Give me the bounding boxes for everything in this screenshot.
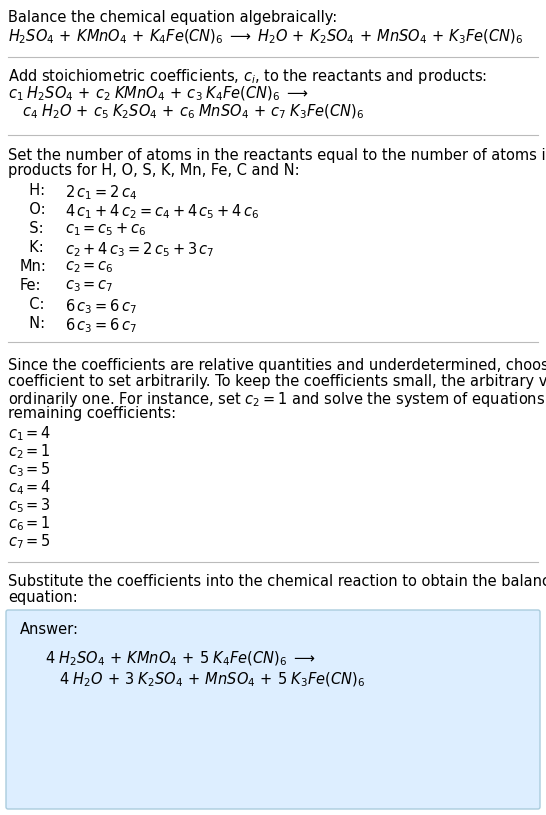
Text: C:: C: xyxy=(20,297,45,312)
FancyBboxPatch shape xyxy=(6,610,540,809)
Text: K:: K: xyxy=(20,240,44,255)
Text: $c_1 = 4$: $c_1 = 4$ xyxy=(8,424,51,443)
Text: Fe:: Fe: xyxy=(20,278,41,293)
Text: Answer:: Answer: xyxy=(20,622,79,637)
Text: $c_1 = c_5 + c_6$: $c_1 = c_5 + c_6$ xyxy=(65,221,147,238)
Text: $c_1$$\;$$\mathit{H}_2\mathit{SO}_4$$\,+\,$$c_2$$\;$$\mathit{KMnO}_4$$\,+\,$$c_3: $c_1$$\;$$\mathit{H}_2\mathit{SO}_4$$\,+… xyxy=(8,85,308,104)
Text: O:: O: xyxy=(20,202,46,217)
Text: coefficient to set arbitrarily. To keep the coefficients small, the arbitrary va: coefficient to set arbitrarily. To keep … xyxy=(8,374,546,389)
Text: $c_3 = 5$: $c_3 = 5$ xyxy=(8,460,51,478)
Text: $c_2 = c_6$: $c_2 = c_6$ xyxy=(65,259,114,275)
Text: Balance the chemical equation algebraically:: Balance the chemical equation algebraica… xyxy=(8,10,337,25)
Text: $6\,c_3 = 6\,c_7$: $6\,c_3 = 6\,c_7$ xyxy=(65,316,137,335)
Text: $4\;$$\mathit{H}_2\mathit{SO}_4$$\,+\,$$\mathit{KMnO}_4$$\,+\,$$5\;$$\mathit{K}_: $4\;$$\mathit{H}_2\mathit{SO}_4$$\,+\,$$… xyxy=(45,650,315,668)
Text: ordinarily one. For instance, set $c_2 = 1$ and solve the system of equations fo: ordinarily one. For instance, set $c_2 =… xyxy=(8,390,546,409)
Text: $\quad 4\;$$\mathit{H}_2\mathit{O}$$\,+\,$$3\;$$\mathit{K}_2\mathit{SO}_4$$\,+\,: $\quad 4\;$$\mathit{H}_2\mathit{O}$$\,+\… xyxy=(45,671,365,689)
Text: $c_5 = 3$: $c_5 = 3$ xyxy=(8,496,51,515)
Text: $4\,c_1 + 4\,c_2 = c_4 + 4\,c_5 + 4\,c_6$: $4\,c_1 + 4\,c_2 = c_4 + 4\,c_5 + 4\,c_6… xyxy=(65,202,259,221)
Text: products for H, O, S, K, Mn, Fe, C and N:: products for H, O, S, K, Mn, Fe, C and N… xyxy=(8,163,300,178)
Text: $c_2 + 4\,c_3 = 2\,c_5 + 3\,c_7$: $c_2 + 4\,c_3 = 2\,c_5 + 3\,c_7$ xyxy=(65,240,215,258)
Text: $2\,c_1 = 2\,c_4$: $2\,c_1 = 2\,c_4$ xyxy=(65,183,137,201)
Text: $c_6 = 1$: $c_6 = 1$ xyxy=(8,514,51,533)
Text: Add stoichiometric coefficients, $c_i$, to the reactants and products:: Add stoichiometric coefficients, $c_i$, … xyxy=(8,67,487,86)
Text: $c_2 = 1$: $c_2 = 1$ xyxy=(8,442,51,460)
Text: Substitute the coefficients into the chemical reaction to obtain the balanced: Substitute the coefficients into the che… xyxy=(8,574,546,589)
Text: $c_4 = 4$: $c_4 = 4$ xyxy=(8,478,51,496)
Text: Mn:: Mn: xyxy=(20,259,47,274)
Text: N:: N: xyxy=(20,316,45,331)
Text: $\quad c_4$$\;$$\mathit{H}_2\mathit{O}$$\,+\,$$c_5$$\;$$\mathit{K}_2\mathit{SO}_: $\quad c_4$$\;$$\mathit{H}_2\mathit{O}$$… xyxy=(8,103,364,121)
Text: S:: S: xyxy=(20,221,44,236)
Text: $\mathit{H}_2\mathit{SO}_4$$\,+\,$$\mathit{KMnO}_4$$\,+\,$$\mathit{K}_4\mathit{F: $\mathit{H}_2\mathit{SO}_4$$\,+\,$$\math… xyxy=(8,28,524,46)
Text: Since the coefficients are relative quantities and underdetermined, choose a: Since the coefficients are relative quan… xyxy=(8,358,546,373)
Text: $c_7 = 5$: $c_7 = 5$ xyxy=(8,532,51,551)
Text: $c_3 = c_7$: $c_3 = c_7$ xyxy=(65,278,114,293)
Text: H:: H: xyxy=(20,183,45,198)
Text: equation:: equation: xyxy=(8,590,78,605)
Text: remaining coefficients:: remaining coefficients: xyxy=(8,406,176,421)
Text: Set the number of atoms in the reactants equal to the number of atoms in the: Set the number of atoms in the reactants… xyxy=(8,148,546,163)
Text: $6\,c_3 = 6\,c_7$: $6\,c_3 = 6\,c_7$ xyxy=(65,297,137,315)
